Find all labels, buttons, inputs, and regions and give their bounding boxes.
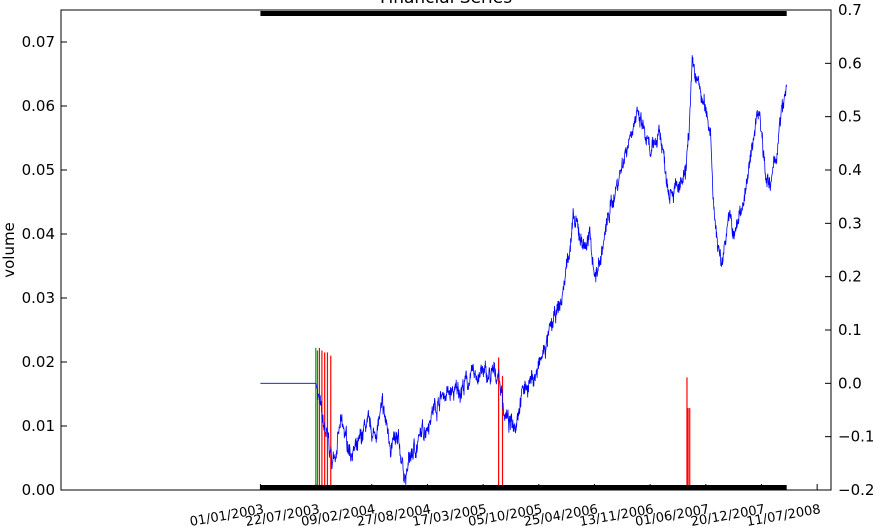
left-tick-label: 0.01 <box>22 417 55 435</box>
bottom-rug-band <box>260 485 787 490</box>
rug-marks <box>260 11 787 490</box>
right-tick-label: 0.2 <box>838 268 862 286</box>
chart-title: Financial Series <box>380 0 512 8</box>
left-tick-label: 0.05 <box>22 161 55 179</box>
left-axis: 0.00 0.01 0.02 0.03 0.04 0.05 0.06 0.07 <box>22 33 67 499</box>
right-tick-label: −0.1 <box>838 428 874 446</box>
left-tick-label: 0.00 <box>22 481 55 499</box>
plot-frame <box>60 9 832 491</box>
right-tick-label: 0.4 <box>838 161 862 179</box>
right-tick-label: 0.3 <box>838 214 862 232</box>
left-tick-label: 0.02 <box>22 353 55 371</box>
right-tick-label: 0.1 <box>838 321 862 339</box>
price-series-line <box>260 55 788 485</box>
right-axis: −0.2 −0.1 0.0 0.1 0.2 0.3 0.4 0.5 0.6 0.7 <box>825 1 874 499</box>
right-tick-label: 0.7 <box>838 1 862 19</box>
right-tick-label: −0.2 <box>838 481 874 499</box>
y-axis-label-left: volume <box>0 222 18 278</box>
right-tick-label: 0.5 <box>838 108 862 126</box>
price-series <box>260 55 788 485</box>
left-tick-label: 0.07 <box>22 33 55 51</box>
left-tick-label: 0.03 <box>22 289 55 307</box>
top-rug-band <box>260 11 787 16</box>
left-tick-label: 0.04 <box>22 225 55 243</box>
x-axis: 01/01/200322/07/200309/02/200427/08/2004… <box>189 484 822 530</box>
right-tick-label: 0.0 <box>838 374 862 392</box>
left-tick-label: 0.06 <box>22 97 55 115</box>
right-tick-label: 0.6 <box>838 54 862 72</box>
volume-bars <box>315 347 691 490</box>
